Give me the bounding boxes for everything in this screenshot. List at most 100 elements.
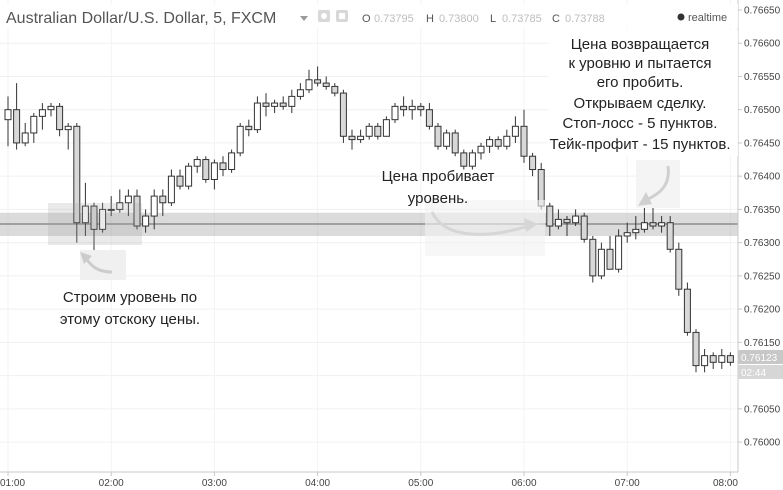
candle: [572, 209, 580, 227]
candle: [580, 212, 588, 243]
candle: [606, 236, 614, 270]
candle: [4, 96, 12, 147]
candle-body: [408, 105, 416, 111]
x-tick-label: 07:00: [615, 478, 640, 489]
y-tick-label: 0.76350: [744, 205, 781, 216]
ohlc-open-value: 0.73795: [374, 13, 414, 25]
candle: [296, 83, 304, 100]
candle-body: [339, 92, 347, 137]
entry-arrow-icon: [645, 165, 670, 202]
annotation-entry-backdrop: [548, 30, 738, 156]
candle-body: [709, 355, 717, 363]
candle: [382, 116, 390, 137]
y-tick-label: 0.76400: [744, 172, 781, 183]
candle: [30, 113, 38, 143]
y-tick-label: 0.76600: [744, 39, 781, 50]
candle-body: [296, 89, 304, 97]
candle: [563, 216, 571, 236]
candle: [357, 129, 365, 143]
candle-body: [701, 355, 709, 367]
x-axis[interactable]: 01:00 02:00 03:00 04:00 05:00 06:00 07:00 08:00: [0, 472, 738, 489]
price-tags: 0.76123 02:44: [738, 350, 783, 379]
candle-body: [279, 102, 287, 107]
candle-body: [400, 105, 408, 111]
candle-body: [124, 195, 132, 204]
candle: [434, 122, 442, 150]
candle-body: [615, 235, 623, 270]
refresh-icon[interactable]: [336, 10, 348, 22]
candle-body: [477, 145, 485, 154]
candle: [339, 89, 347, 143]
candle: [486, 136, 494, 153]
last-price-text: 0.76123: [741, 353, 778, 364]
candle-body: [348, 135, 356, 141]
candle-body: [425, 109, 433, 127]
candle-body: [726, 355, 734, 363]
candle-body: [4, 109, 12, 121]
bounce-highlight: [48, 203, 142, 245]
y-tick-label: 0.76650: [744, 5, 781, 16]
candle: [623, 222, 631, 243]
candle-body: [322, 82, 330, 87]
candle: [219, 156, 227, 177]
candle: [322, 76, 330, 90]
candle: [408, 99, 416, 120]
candle: [615, 229, 623, 273]
candle-body: [382, 119, 390, 137]
candle: [468, 149, 476, 170]
candle-body: [13, 109, 21, 144]
candle-body: [253, 102, 261, 131]
settings-icon[interactable]: [318, 10, 330, 22]
annotation-breakout-line-2: уровень.: [408, 190, 468, 207]
candle: [726, 352, 734, 366]
candle-body: [305, 79, 313, 91]
candle: [81, 182, 89, 236]
candle: [47, 103, 55, 117]
candle: [253, 96, 261, 133]
candle: [150, 189, 158, 230]
candle: [546, 202, 554, 236]
candle-body: [554, 218, 562, 227]
symbol-title[interactable]: Australian Dollar/U.S. Dollar, 5, FXCM: [6, 10, 276, 27]
candle-body: [417, 105, 425, 111]
candle-body: [159, 195, 167, 204]
symbol-dropdown-icon[interactable]: [300, 16, 308, 21]
candle-body: [236, 125, 244, 154]
candle: [374, 122, 382, 140]
ohlc-high-key: H: [426, 13, 434, 25]
x-tick-label: 04:00: [305, 478, 330, 489]
candle: [107, 196, 115, 217]
realtime-dot-icon: [677, 13, 685, 21]
candle-body: [520, 125, 528, 157]
candle-body: [210, 162, 218, 180]
x-tick-label: 01:00: [0, 478, 25, 489]
candle-body: [99, 208, 107, 230]
candle: [236, 122, 244, 157]
candle-body: [107, 208, 115, 211]
candle: [417, 103, 425, 117]
candle-body: [228, 152, 236, 171]
candle-body: [718, 355, 726, 363]
candle-body: [486, 139, 494, 147]
candle: [21, 122, 29, 147]
y-tick-label: 0.76300: [744, 238, 781, 249]
candle: [460, 149, 468, 170]
candle-body: [666, 222, 674, 250]
chart-header: Australian Dollar/U.S. Dollar, 5, FXCM O…: [0, 4, 738, 28]
candle-body: [649, 222, 657, 227]
y-axis[interactable]: 0.76650 0.76600 0.76550 0.76500 0.76450 0.764…: [738, 5, 781, 449]
candle: [13, 83, 21, 150]
candle: [692, 329, 700, 373]
candle: [133, 189, 141, 230]
candle-body: [357, 135, 365, 141]
candle: [503, 129, 511, 150]
x-tick-label: 03:00: [202, 478, 227, 489]
candle: [202, 156, 210, 183]
candle: [210, 159, 218, 190]
y-tick-label: 0.76500: [744, 105, 781, 116]
candle-body: [245, 125, 253, 131]
annotation-entry-line-4: Открываем сделку.: [574, 95, 707, 112]
annotation-entry-line-2: к уровню и пытается: [568, 55, 711, 72]
entry-arrowhead-icon: [638, 192, 652, 206]
